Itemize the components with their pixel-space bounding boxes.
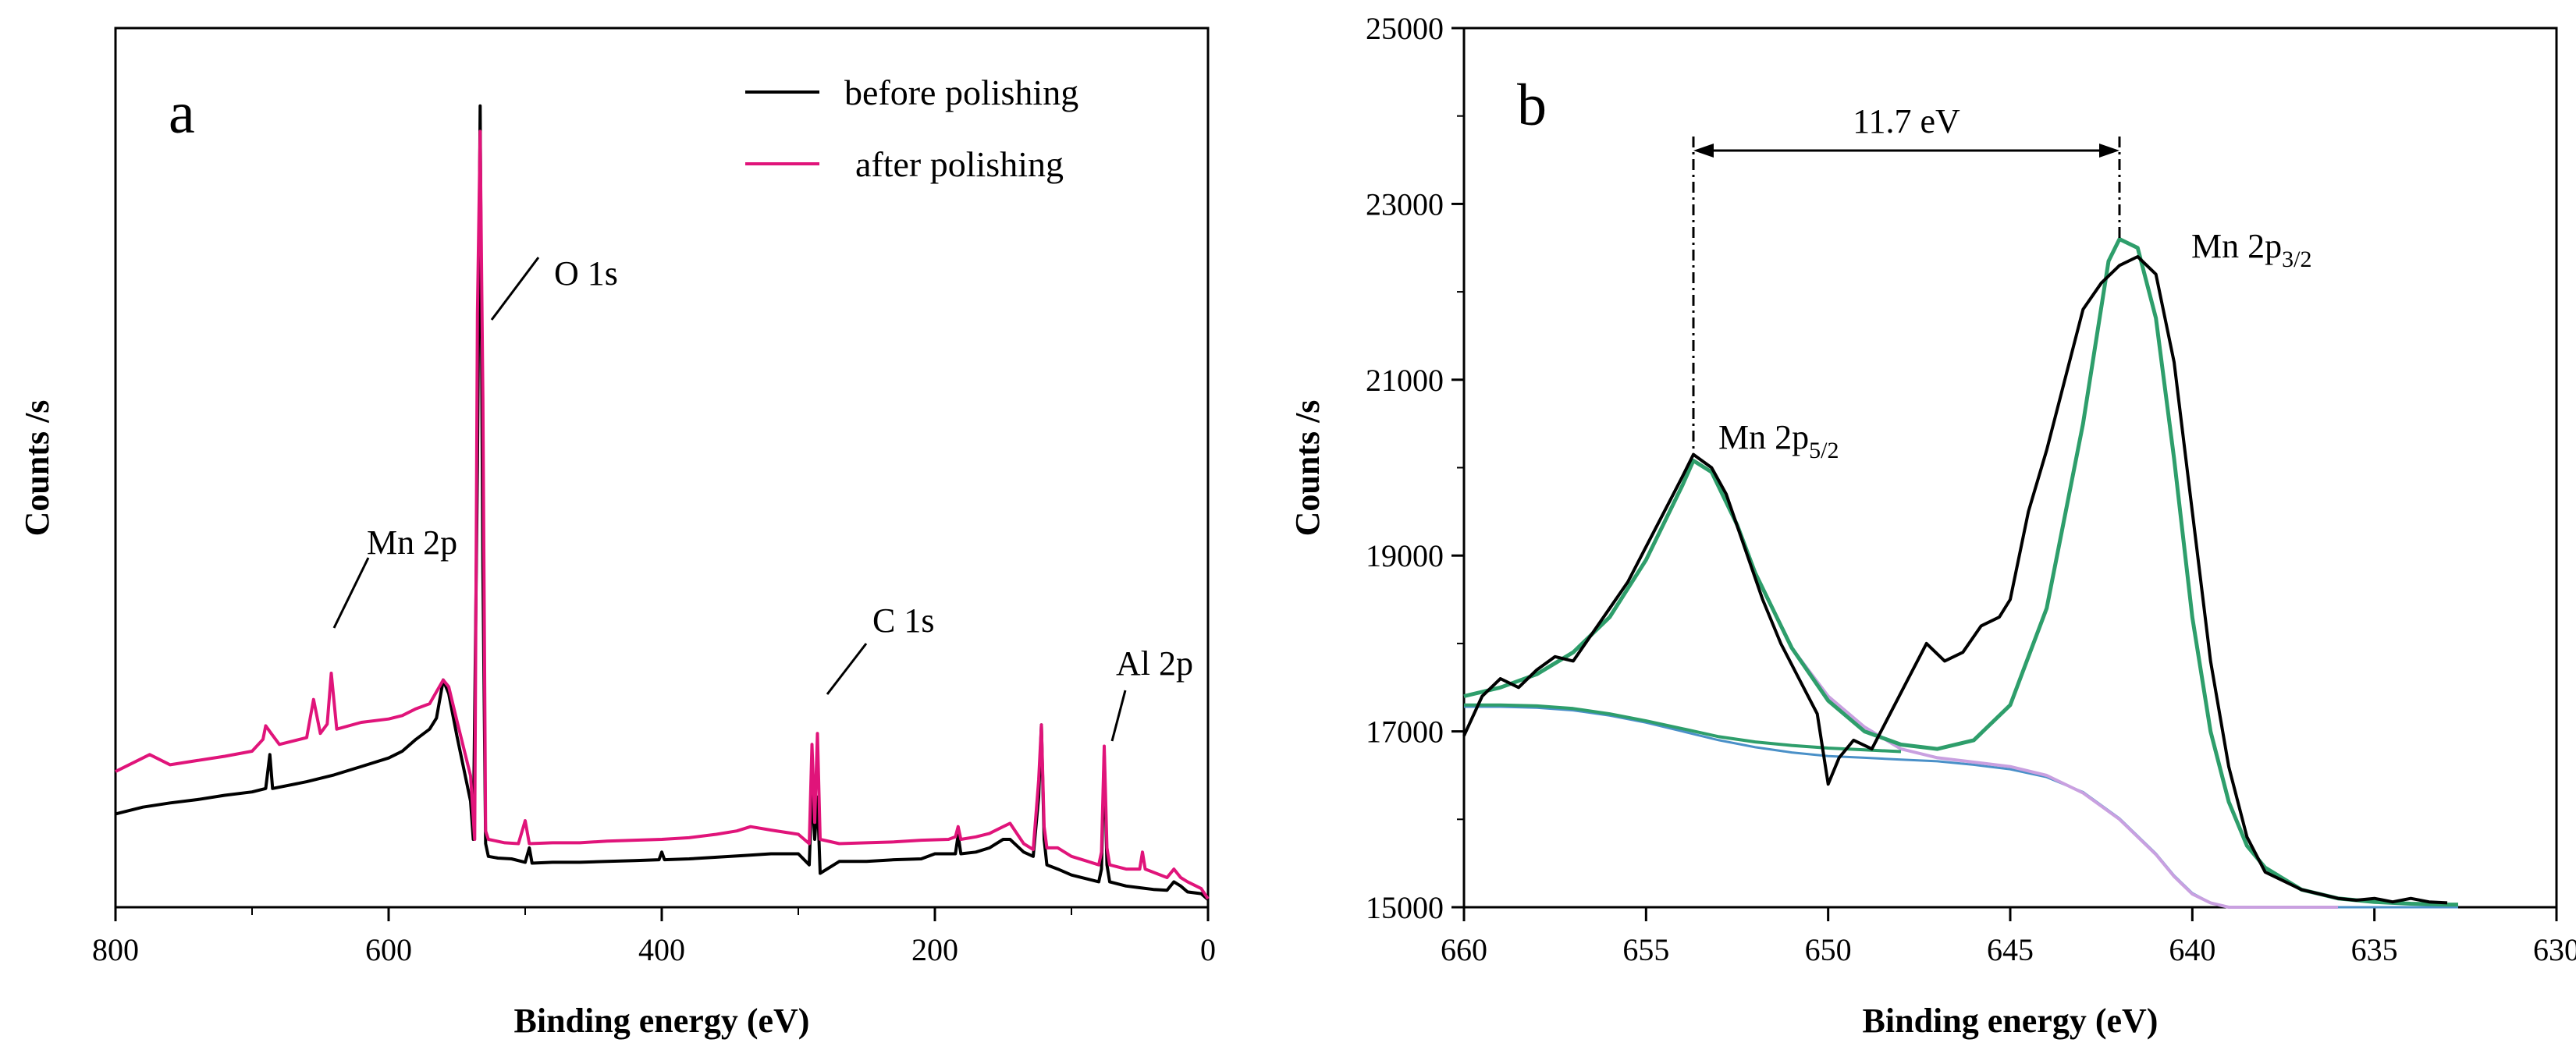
legend-entry: before polishing <box>844 73 1078 112</box>
panel-b-annotations: 11.7 eV Mn 2p3/2 Mn 2p5/2 <box>1692 102 2311 463</box>
x-tick-label: 200 <box>911 932 958 967</box>
series-line-before-polishing <box>115 104 1210 901</box>
x-tick-label: 655 <box>1622 932 1669 967</box>
annotation-label: Al 2p <box>1116 644 1193 683</box>
panel-b-y-axis-title: Counts /s <box>1288 400 1327 537</box>
panel-b-y-ticks: 15000 17000 19000 21000 23000 25000 <box>1366 11 1464 925</box>
annotation-leader <box>826 643 868 695</box>
panel-a-y-axis-title: Counts /s <box>18 400 56 537</box>
y-tick-label: 15000 <box>1366 890 1444 925</box>
annotation-label: O 1s <box>554 254 618 293</box>
x-tick-label: 635 <box>2351 932 2398 967</box>
annotation-leader <box>1110 690 1127 742</box>
annotation-label: Mn 2p <box>367 523 457 562</box>
peak-label: Mn 2p5/2 <box>1718 418 1839 463</box>
y-tick-label: 21000 <box>1366 363 1444 398</box>
series-line-after-polishing <box>115 129 1210 900</box>
arrow-head-right <box>2099 144 2119 158</box>
panel-a-series <box>115 104 1210 901</box>
separation-label: 11.7 eV <box>1853 102 1960 140</box>
series-line-measured <box>1462 255 2448 905</box>
y-tick-label: 23000 <box>1366 186 1444 222</box>
x-tick-label: 650 <box>1805 932 1852 967</box>
panel-b-x-axis-title: Binding energy (eV) <box>1863 1002 2159 1040</box>
panel-b: 660 655 650 645 640 635 630 15000 17000 19000 210… <box>1288 11 2576 1040</box>
panel-a-x-ticks: 800 600 400 200 0 <box>92 907 1216 967</box>
x-tick-label: 600 <box>365 932 412 967</box>
annotation-leader <box>490 257 540 321</box>
series-line-shirley-background <box>1464 705 2458 909</box>
panel-b-letter: b <box>1517 73 1547 138</box>
x-tick-label: 645 <box>1987 932 2034 967</box>
panel-a-x-axis-title: Binding energy (eV) <box>514 1002 810 1040</box>
legend-entry: after polishing <box>855 144 1064 184</box>
x-tick-label: 800 <box>92 932 139 967</box>
panel-b-frame <box>1462 27 2558 909</box>
panel-a-annotations: O 1s Mn 2p C 1s Al 2p <box>332 254 1193 742</box>
panel-b-series <box>1462 237 2458 909</box>
series-line-fit-envelope <box>1463 237 2458 907</box>
panel-a-legend: before polishing after polishing <box>745 73 1078 184</box>
series-line-mn-2p3-2-baseline <box>1464 703 1902 754</box>
y-tick-label: 19000 <box>1366 538 1444 573</box>
peak-label: Mn 2p3/2 <box>2191 227 2311 272</box>
x-tick-label: 660 <box>1441 932 1487 967</box>
x-tick-label: 0 <box>1200 932 1216 967</box>
annotation-leader <box>332 557 370 629</box>
x-tick-label: 630 <box>2533 932 2576 967</box>
x-tick-label: 640 <box>2169 932 2215 967</box>
x-tick-label: 400 <box>638 932 685 967</box>
panel-b-x-ticks: 660 655 650 645 640 635 630 <box>1441 907 2576 967</box>
panel-a: 800 600 400 200 0 O 1s Mn 2p C 1s Al 2p a befor… <box>18 27 1216 1040</box>
panel-a-letter: a <box>169 80 195 146</box>
y-tick-label: 17000 <box>1366 715 1444 750</box>
series-line-mn-2p5-2-component <box>1463 459 2338 909</box>
y-tick-label: 25000 <box>1366 11 1444 46</box>
arrow-head-left <box>1693 144 1714 158</box>
annotation-label: C 1s <box>872 601 934 640</box>
